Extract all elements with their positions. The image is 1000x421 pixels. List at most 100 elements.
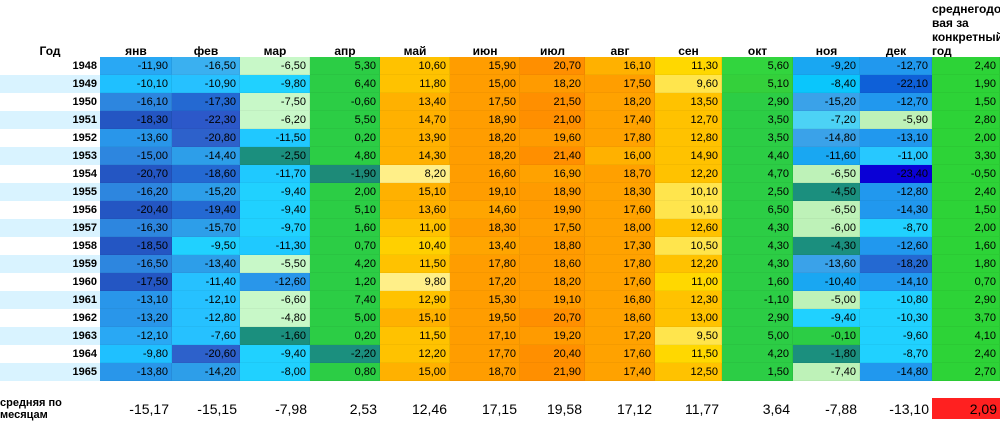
temperature-cell[interactable]: -18,50 (100, 237, 172, 255)
temperature-cell[interactable]: 18,00 (585, 219, 655, 237)
temperature-cell[interactable]: 4,20 (310, 255, 380, 273)
temperature-cell[interactable]: -8,70 (860, 345, 932, 363)
temperature-cell[interactable]: 11,00 (380, 219, 450, 237)
year-cell[interactable]: 1964 (0, 345, 100, 363)
annual-average-cell[interactable]: 2,70 (932, 363, 1000, 381)
temperature-cell[interactable]: 12,80 (655, 129, 722, 147)
temperature-cell[interactable]: -13,10 (100, 291, 172, 309)
temperature-cell[interactable]: 18,70 (450, 363, 520, 381)
annual-average-cell[interactable]: 2,90 (932, 291, 1000, 309)
annual-average-cell[interactable]: 2,40 (932, 57, 1000, 75)
temperature-cell[interactable]: -12,80 (172, 309, 240, 327)
temperature-cell[interactable]: -16,20 (100, 183, 172, 201)
temperature-cell[interactable]: -17,50 (100, 273, 172, 291)
monthly-average-cell[interactable]: -15,15 (197, 400, 237, 417)
temperature-cell[interactable]: 0,20 (310, 129, 380, 147)
temperature-cell[interactable]: 17,60 (585, 201, 655, 219)
temperature-cell[interactable]: 19,10 (450, 183, 520, 201)
temperature-cell[interactable]: -18,60 (172, 165, 240, 183)
annual-average-cell[interactable]: 2,00 (932, 129, 1000, 147)
temperature-cell[interactable]: -4,80 (240, 309, 310, 327)
temperature-cell[interactable]: 17,80 (585, 129, 655, 147)
temperature-cell[interactable]: -6,20 (240, 111, 310, 129)
temperature-cell[interactable]: -4,30 (793, 237, 860, 255)
temperature-cell[interactable]: 13,60 (380, 201, 450, 219)
temperature-cell[interactable]: -2,50 (240, 147, 310, 165)
temperature-cell[interactable]: 17,50 (520, 219, 585, 237)
temperature-cell[interactable]: 17,60 (585, 273, 655, 291)
temperature-cell[interactable]: 6,40 (310, 75, 380, 93)
temperature-cell[interactable]: -15,20 (793, 93, 860, 111)
temperature-cell[interactable]: 18,90 (520, 183, 585, 201)
monthly-average-cell[interactable]: 11,77 (685, 400, 719, 417)
temperature-cell[interactable]: -12,60 (860, 237, 932, 255)
temperature-cell[interactable]: -9,60 (860, 327, 932, 345)
temperature-cell[interactable]: 5,50 (310, 111, 380, 129)
temperature-cell[interactable]: -14,10 (860, 273, 932, 291)
temperature-cell[interactable]: -0,10 (793, 327, 860, 345)
temperature-cell[interactable]: -11,00 (860, 147, 932, 165)
annual-average-cell[interactable]: 2,40 (932, 183, 1000, 201)
temperature-cell[interactable]: 15,30 (450, 291, 520, 309)
temperature-cell[interactable]: 13,50 (655, 93, 722, 111)
year-cell[interactable]: 1965 (0, 363, 100, 381)
temperature-cell[interactable]: 16,00 (585, 147, 655, 165)
temperature-cell[interactable]: 12,60 (655, 219, 722, 237)
temperature-cell[interactable]: -18,20 (860, 255, 932, 273)
temperature-cell[interactable]: 2,50 (722, 183, 793, 201)
year-cell[interactable]: 1951 (0, 111, 100, 129)
temperature-cell[interactable]: -16,50 (100, 255, 172, 273)
temperature-cell[interactable]: 10,10 (655, 183, 722, 201)
temperature-cell[interactable]: 16,60 (450, 165, 520, 183)
temperature-cell[interactable]: 13,00 (655, 309, 722, 327)
temperature-cell[interactable]: 4,70 (722, 165, 793, 183)
temperature-cell[interactable]: 17,50 (585, 75, 655, 93)
year-cell[interactable]: 1949 (0, 75, 100, 93)
temperature-cell[interactable]: -12,10 (172, 291, 240, 309)
temperature-cell[interactable]: -11,70 (240, 165, 310, 183)
temperature-cell[interactable]: 18,20 (450, 147, 520, 165)
temperature-cell[interactable]: 5,60 (722, 57, 793, 75)
temperature-cell[interactable]: 10,60 (380, 57, 450, 75)
temperature-cell[interactable]: 14,60 (450, 201, 520, 219)
temperature-cell[interactable]: -5,90 (860, 111, 932, 129)
temperature-cell[interactable]: 1,60 (722, 273, 793, 291)
temperature-cell[interactable]: 18,20 (585, 93, 655, 111)
temperature-cell[interactable]: -1,80 (793, 345, 860, 363)
monthly-average-cell[interactable]: 2,53 (349, 400, 377, 417)
temperature-cell[interactable]: 17,30 (585, 237, 655, 255)
temperature-cell[interactable]: 1,60 (310, 219, 380, 237)
temperature-cell[interactable]: -7,20 (793, 111, 860, 129)
temperature-cell[interactable]: -9,40 (240, 345, 310, 363)
temperature-cell[interactable]: 16,80 (585, 291, 655, 309)
temperature-cell[interactable]: 3,50 (722, 129, 793, 147)
temperature-cell[interactable]: -9,20 (793, 57, 860, 75)
temperature-cell[interactable]: -9,70 (240, 219, 310, 237)
monthly-average-cell[interactable]: -15,17 (129, 400, 169, 417)
year-cell[interactable]: 1955 (0, 183, 100, 201)
temperature-cell[interactable]: 17,60 (585, 345, 655, 363)
year-cell[interactable]: 1960 (0, 273, 100, 291)
temperature-cell[interactable]: -14,80 (793, 129, 860, 147)
temperature-cell[interactable]: 17,80 (450, 255, 520, 273)
temperature-cell[interactable]: -13,20 (100, 309, 172, 327)
temperature-cell[interactable]: 15,00 (380, 363, 450, 381)
temperature-cell[interactable]: 0,70 (310, 237, 380, 255)
temperature-cell[interactable]: 11,50 (380, 255, 450, 273)
temperature-cell[interactable]: -13,40 (172, 255, 240, 273)
year-cell[interactable]: 1950 (0, 93, 100, 111)
temperature-cell[interactable]: -10,40 (793, 273, 860, 291)
temperature-cell[interactable]: 17,70 (450, 345, 520, 363)
temperature-cell[interactable]: -13,10 (860, 129, 932, 147)
temperature-cell[interactable]: -16,30 (100, 219, 172, 237)
temperature-cell[interactable]: -18,30 (100, 111, 172, 129)
temperature-cell[interactable]: -11,90 (100, 57, 172, 75)
temperature-cell[interactable]: 12,20 (655, 165, 722, 183)
temperature-cell[interactable]: -13,60 (793, 255, 860, 273)
temperature-cell[interactable]: -14,20 (172, 363, 240, 381)
temperature-cell[interactable]: -15,00 (100, 147, 172, 165)
temperature-cell[interactable]: 18,20 (450, 129, 520, 147)
temperature-cell[interactable]: -8,00 (240, 363, 310, 381)
overall-average-cell[interactable]: 2,09 (932, 398, 1000, 419)
temperature-cell[interactable]: 12,20 (655, 255, 722, 273)
